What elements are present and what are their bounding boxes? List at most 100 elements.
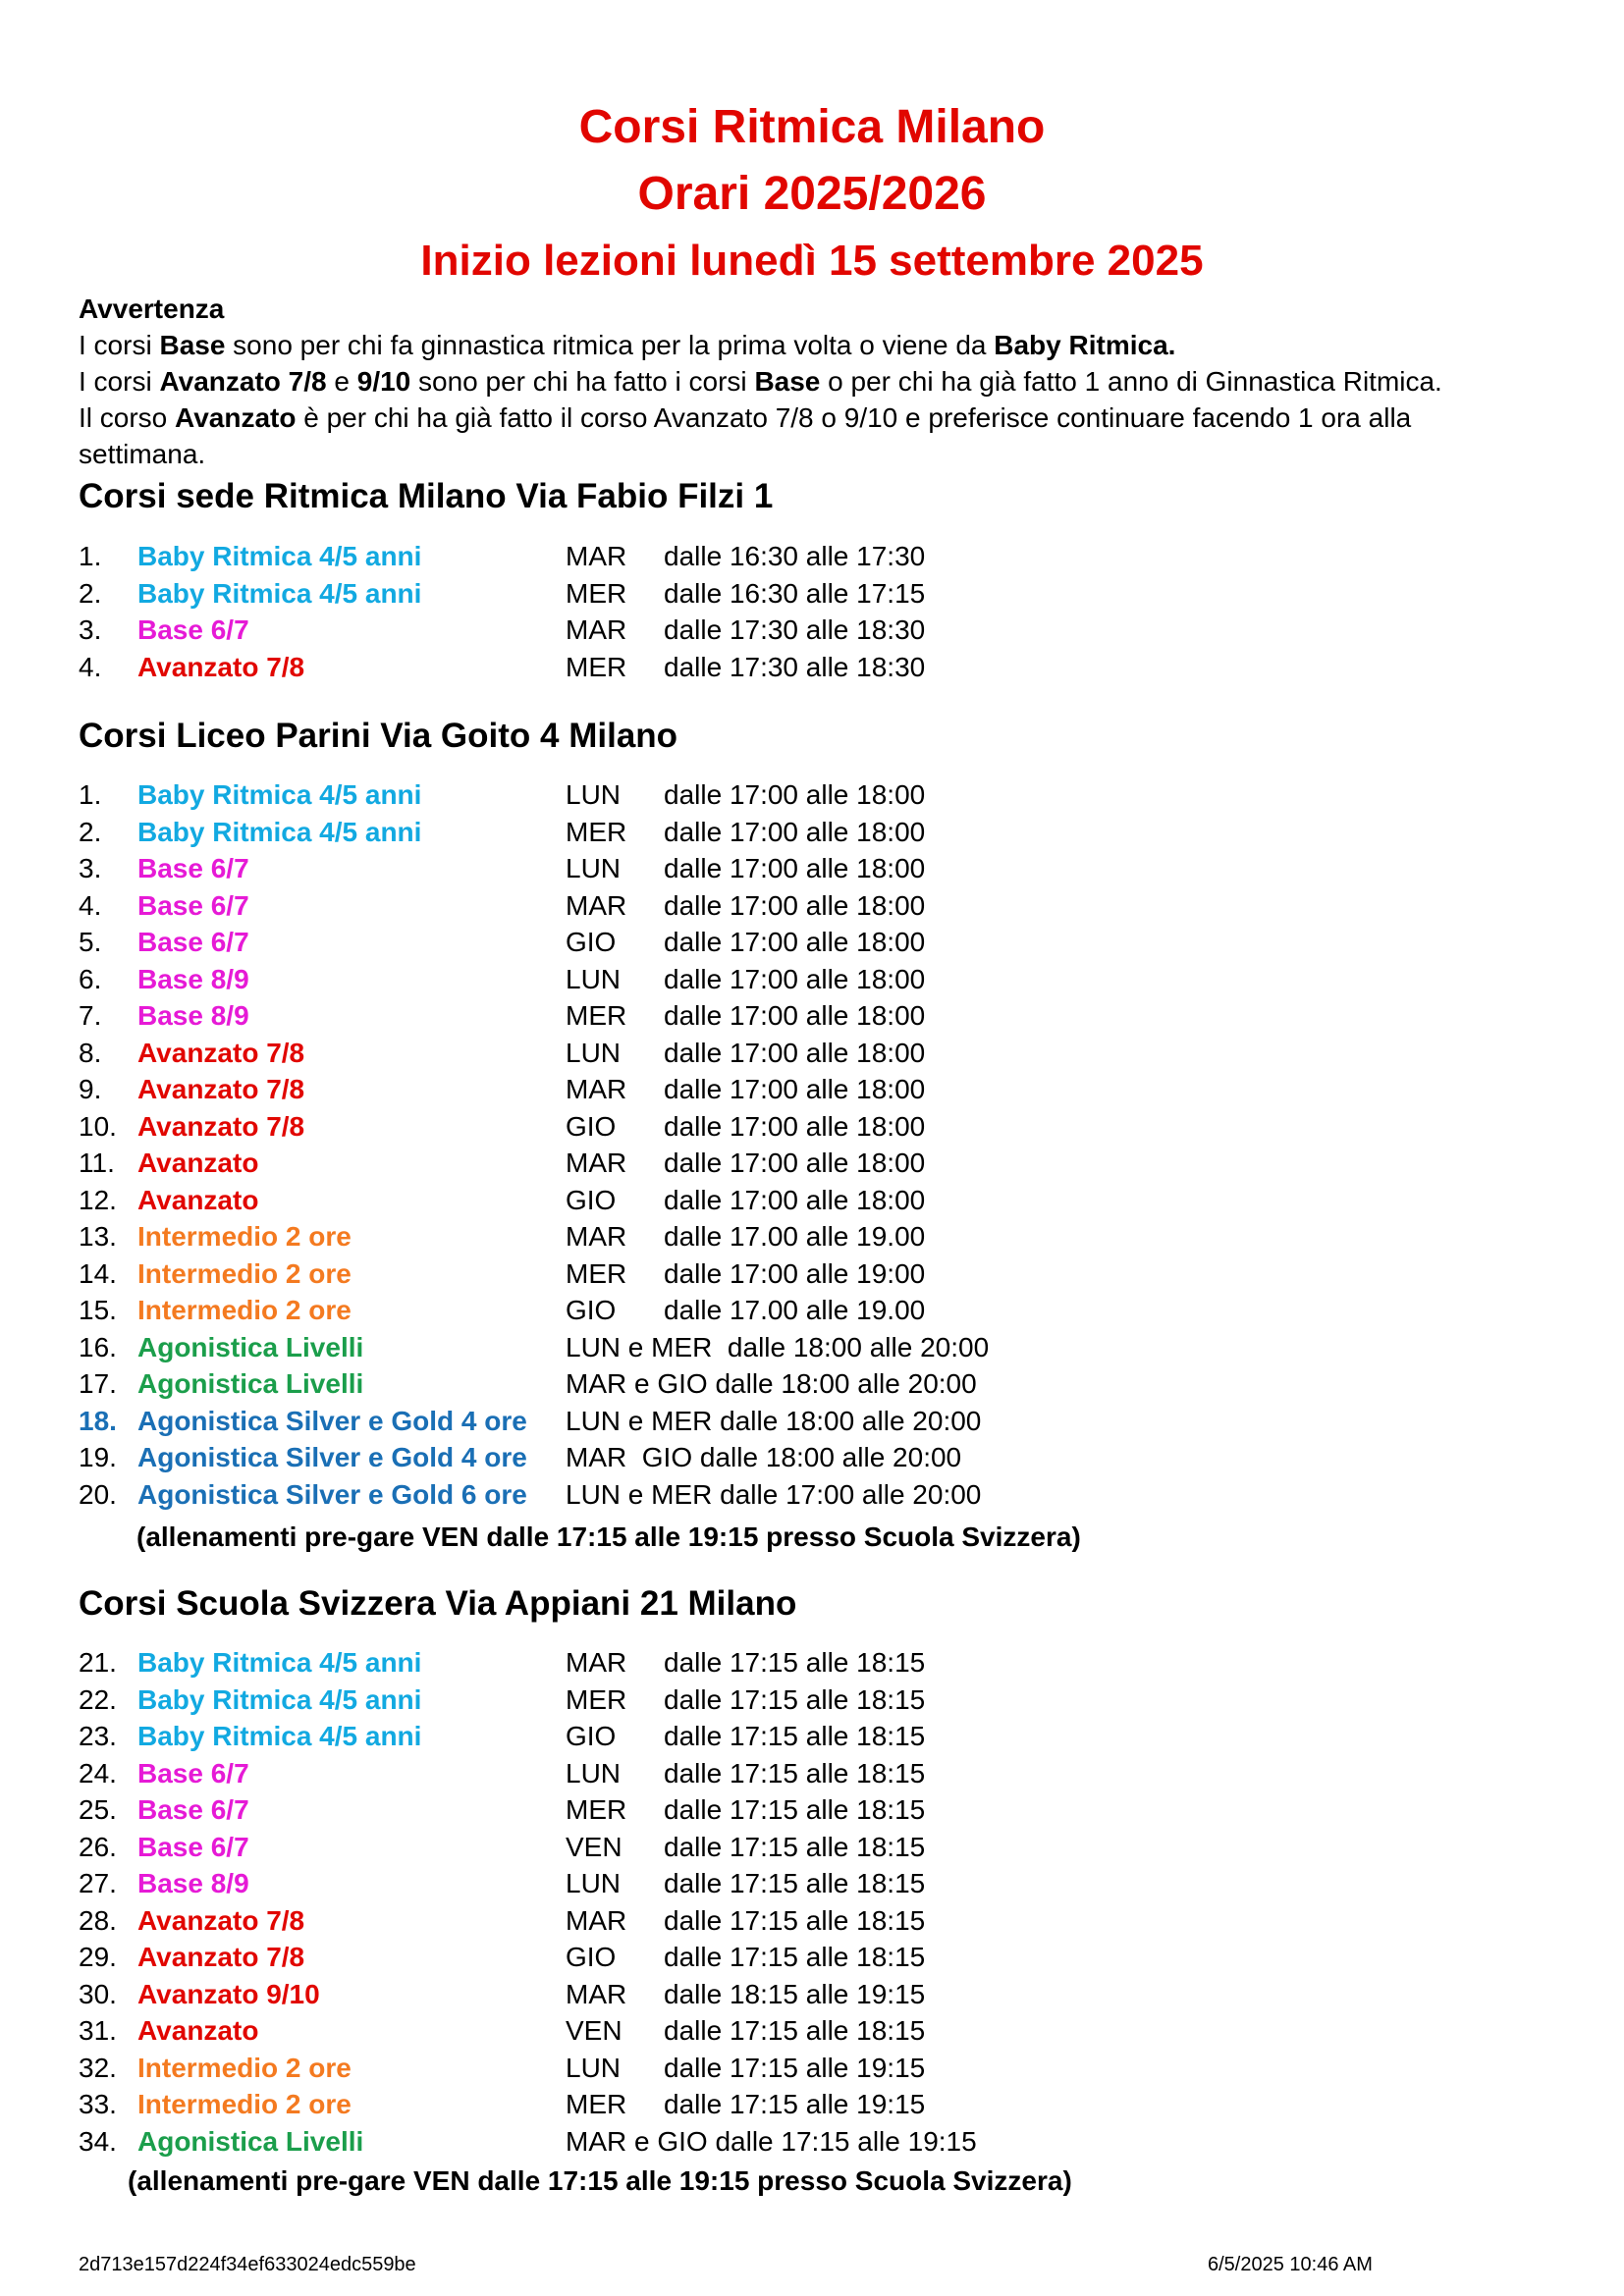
course-day: LUN [566, 1868, 622, 1898]
course-name: Intermedio 2 ore [137, 2052, 352, 2083]
row-number: 5. [79, 927, 102, 957]
course-name: Base 8/9 [137, 1000, 249, 1031]
row-number: 17. [79, 1368, 117, 1399]
course-time: dalle 17:15 alle 18:15 [664, 1942, 926, 1972]
course-time: dalle 17:15 alle 18:15 [664, 1831, 926, 1862]
course-name: Base 6/7 [137, 853, 249, 883]
course-name: Baby Ritmica 4/5 anni [137, 1683, 422, 1715]
course-time: dalle 17:15 alle 18:15 [664, 1721, 926, 1751]
course-day: LUN [566, 853, 622, 883]
row-number: 13. [79, 1221, 117, 1252]
course-time: dalle 17:00 alle 18:00 [664, 889, 926, 921]
section-title-liceo-parini: Corsi Liceo Parini Via Goito 4 Milano [79, 717, 678, 755]
row-number: 25. [79, 1794, 117, 1825]
notice-line-2: I corsi Avanzato 7/8 e 9/10 sono per chi… [79, 366, 1442, 397]
course-day: GIO [566, 1721, 617, 1751]
course-day: MER [566, 1683, 627, 1715]
course-name: Agonistica Silver e Gold 4 ore [137, 1442, 527, 1472]
course-time: dalle 16:30 alle 17:30 [664, 541, 926, 571]
row-number: 22. [79, 1683, 117, 1715]
document-datetime: 6/5/2025 10:46 AM [1208, 2254, 1373, 2275]
course-name: Baby Ritmica 4/5 anni [137, 1721, 422, 1751]
course-day: MER [566, 577, 627, 609]
course-day: GIO [566, 1942, 617, 1972]
course-day: LUN [566, 1757, 622, 1789]
row-number: 4. [79, 651, 102, 682]
course-time: dalle 17:15 alle 18:15 [664, 2015, 926, 2046]
course-day: MAR [566, 1978, 627, 2009]
course-time: dalle 17:00 alle 18:00 [664, 1000, 926, 1031]
row-number: 7. [79, 1000, 102, 1031]
course-name: Agonistica Silver e Gold 6 ore [137, 1478, 527, 1510]
course-name: Avanzato [137, 1184, 259, 1215]
course-time: dalle 17:15 alle 18:15 [664, 1868, 926, 1898]
row-number: 4. [79, 889, 102, 921]
section-note-liceo-parini: (allenamenti pre-gare VEN dalle 17:15 al… [136, 1522, 1081, 1552]
course-day: GIO [566, 1184, 617, 1215]
course-name: Avanzato 7/8 [137, 1074, 305, 1104]
row-number: 30. [79, 1978, 117, 2009]
page-subtitle-start-date: Inizio lezioni lunedì 15 settembre 2025 [420, 237, 1204, 285]
notice-line-1: I corsi Base sono per chi fa ginnastica … [79, 330, 1176, 360]
row-number: 28. [79, 1904, 117, 1936]
section-title-fabio-filzi: Corsi sede Ritmica Milano Via Fabio Filz… [79, 477, 774, 515]
course-time: dalle 17:00 alle 19:00 [664, 1257, 926, 1289]
course-day: LUN [566, 779, 622, 810]
course-name: Base 8/9 [137, 963, 249, 994]
row-number: 19. [79, 1442, 117, 1472]
course-days-time: MAR GIO dalle 18:00 alle 20:00 [566, 1442, 962, 1472]
row-number: 2. [79, 816, 102, 847]
course-time: dalle 17:15 alle 18:15 [664, 1757, 926, 1789]
course-day: GIO [566, 1295, 617, 1325]
course-time: dalle 17:00 alle 18:00 [664, 1074, 926, 1104]
course-day: VEN [566, 1831, 623, 1862]
course-day: MAR [566, 541, 627, 571]
row-number: 10. [79, 1110, 117, 1142]
row-number: 11. [79, 1148, 115, 1178]
course-name: Avanzato 7/8 [137, 1904, 305, 1936]
course-name: Baby Ritmica 4/5 anni [137, 577, 422, 609]
course-name: Base 6/7 [137, 1794, 249, 1825]
notice-line-3: Il corso Avanzato è per chi ha già fatto… [79, 402, 1412, 469]
course-name: Intermedio 2 ore [137, 1295, 352, 1325]
row-number: 14. [79, 1257, 117, 1289]
row-number: 16. [79, 1331, 117, 1362]
row-number: 24. [79, 1757, 117, 1789]
row-number: 26. [79, 1831, 117, 1862]
course-day: MAR [566, 1904, 627, 1936]
course-day: MER [566, 1257, 627, 1289]
course-name: Base 6/7 [137, 1757, 249, 1789]
course-time: dalle 17:00 alle 18:00 [664, 963, 926, 994]
course-day: MAR [566, 1148, 627, 1178]
course-time: dalle 17:15 alle 19:15 [664, 2089, 926, 2119]
course-time: dalle 17.00 alle 19.00 [664, 1221, 926, 1252]
course-time: dalle 17.00 alle 19.00 [664, 1295, 926, 1325]
course-day: MER [566, 1794, 627, 1825]
row-number: 29. [79, 1942, 117, 1972]
row-number: 27. [79, 1868, 117, 1898]
course-day: MER [566, 1000, 627, 1031]
notice-block: Avvertenza I corsi Base sono per chi fa … [79, 291, 1551, 472]
course-time: dalle 17:15 alle 18:15 [664, 1794, 926, 1825]
course-name: Base 6/7 [137, 889, 249, 921]
course-time: dalle 17:00 alle 18:00 [664, 816, 926, 847]
row-number: 1. [79, 779, 102, 810]
course-day: LUN [566, 1037, 622, 1068]
course-days-time: LUN e MER dalle 18:00 alle 20:00 [566, 1405, 982, 1436]
course-time: dalle 17:30 alle 18:30 [664, 651, 926, 682]
course-time: dalle 17:15 alle 18:15 [664, 1683, 926, 1715]
course-name: Intermedio 2 ore [137, 1221, 352, 1252]
course-time: dalle 17:15 alle 18:15 [664, 1647, 926, 1678]
course-name: Avanzato [137, 1148, 259, 1178]
course-name: Intermedio 2 ore [137, 2089, 352, 2119]
course-name: Agonistica Silver e Gold 4 ore [137, 1405, 527, 1436]
course-name: Agonistica Livelli [137, 2125, 364, 2157]
row-number: 32. [79, 2052, 117, 2083]
course-time: dalle 17:15 alle 18:15 [664, 1904, 926, 1936]
row-number: 3. [79, 614, 102, 645]
row-number: 2. [79, 577, 102, 609]
course-day: MAR [566, 1221, 627, 1252]
row-number: 34. [79, 2125, 117, 2157]
course-name: Agonistica Livelli [137, 1331, 364, 1362]
course-day: MER [566, 651, 627, 682]
